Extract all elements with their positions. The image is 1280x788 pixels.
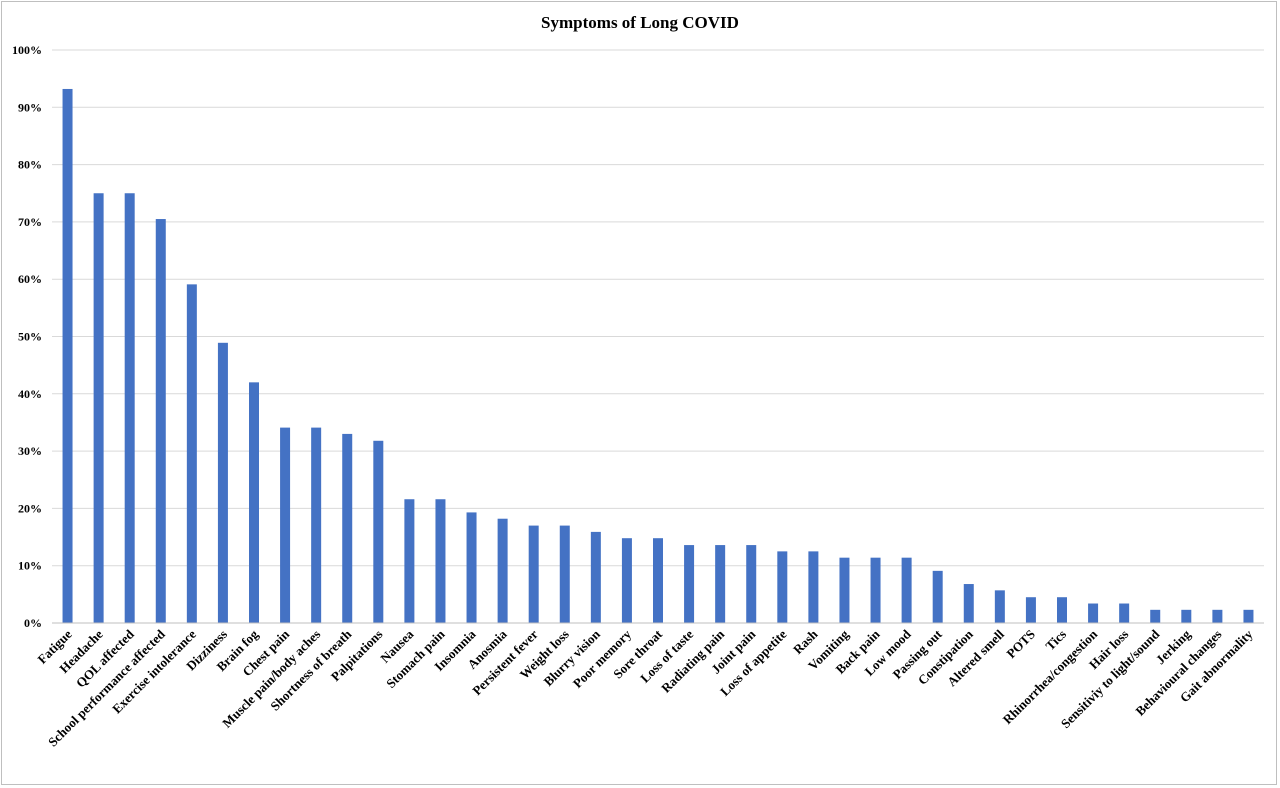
- y-tick-label: 40%: [18, 387, 42, 401]
- x-tick-label: POTS: [1003, 627, 1038, 662]
- bar: [994, 590, 1005, 623]
- bar: [1212, 609, 1223, 623]
- bar: [1150, 609, 1161, 623]
- y-tick-label: 10%: [18, 559, 42, 573]
- bar: [653, 538, 663, 623]
- bar: [124, 193, 135, 623]
- bar: [93, 193, 104, 623]
- y-tick-label: 60%: [18, 272, 42, 286]
- bar: [1243, 609, 1254, 623]
- y-tick-label: 70%: [18, 215, 42, 229]
- y-tick-label: 0%: [24, 616, 42, 630]
- bar: [435, 499, 446, 623]
- bar: [342, 433, 353, 623]
- y-tick-label: 100%: [12, 43, 42, 57]
- y-tick-label: 80%: [18, 158, 42, 172]
- bar: [466, 512, 477, 623]
- y-tick-label: 50%: [18, 330, 42, 344]
- x-tick-label: Tics: [1042, 627, 1069, 654]
- bars: [62, 88, 1254, 624]
- bar: [528, 525, 539, 623]
- bar: [217, 342, 228, 623]
- bar: [590, 531, 601, 623]
- bar: [684, 545, 695, 623]
- bar: [404, 499, 415, 623]
- y-tick-label: 20%: [18, 501, 42, 515]
- bar: [280, 427, 291, 623]
- y-tick-label: 30%: [18, 444, 42, 458]
- bar: [839, 557, 850, 623]
- bar: [901, 557, 912, 623]
- bar: [1025, 597, 1036, 623]
- bar: [746, 545, 757, 623]
- bar: [932, 570, 943, 623]
- bar: [808, 551, 819, 623]
- bar: [311, 427, 322, 623]
- bar: [621, 538, 632, 623]
- gridlines: [52, 49, 1264, 567]
- bar: [870, 557, 881, 623]
- bar: [777, 551, 788, 623]
- bar: [249, 382, 259, 623]
- bar: [1057, 597, 1067, 623]
- chart-title: Symptoms of Long COVID: [541, 13, 739, 32]
- y-tick-label: 90%: [18, 100, 42, 114]
- bar: [155, 219, 166, 623]
- bar: [715, 545, 726, 623]
- bar: [1119, 603, 1130, 623]
- bar: [373, 440, 384, 623]
- bar: [559, 525, 570, 623]
- bar: [1181, 609, 1192, 623]
- bar: [186, 284, 197, 623]
- bar: [62, 88, 73, 624]
- bar: [1088, 603, 1099, 623]
- y-axis-ticks: 0% 10% 20% 30% 40% 50% 60% 70% 80% 90% 100%: [12, 43, 42, 630]
- bar: [963, 584, 974, 623]
- bar: [497, 518, 508, 623]
